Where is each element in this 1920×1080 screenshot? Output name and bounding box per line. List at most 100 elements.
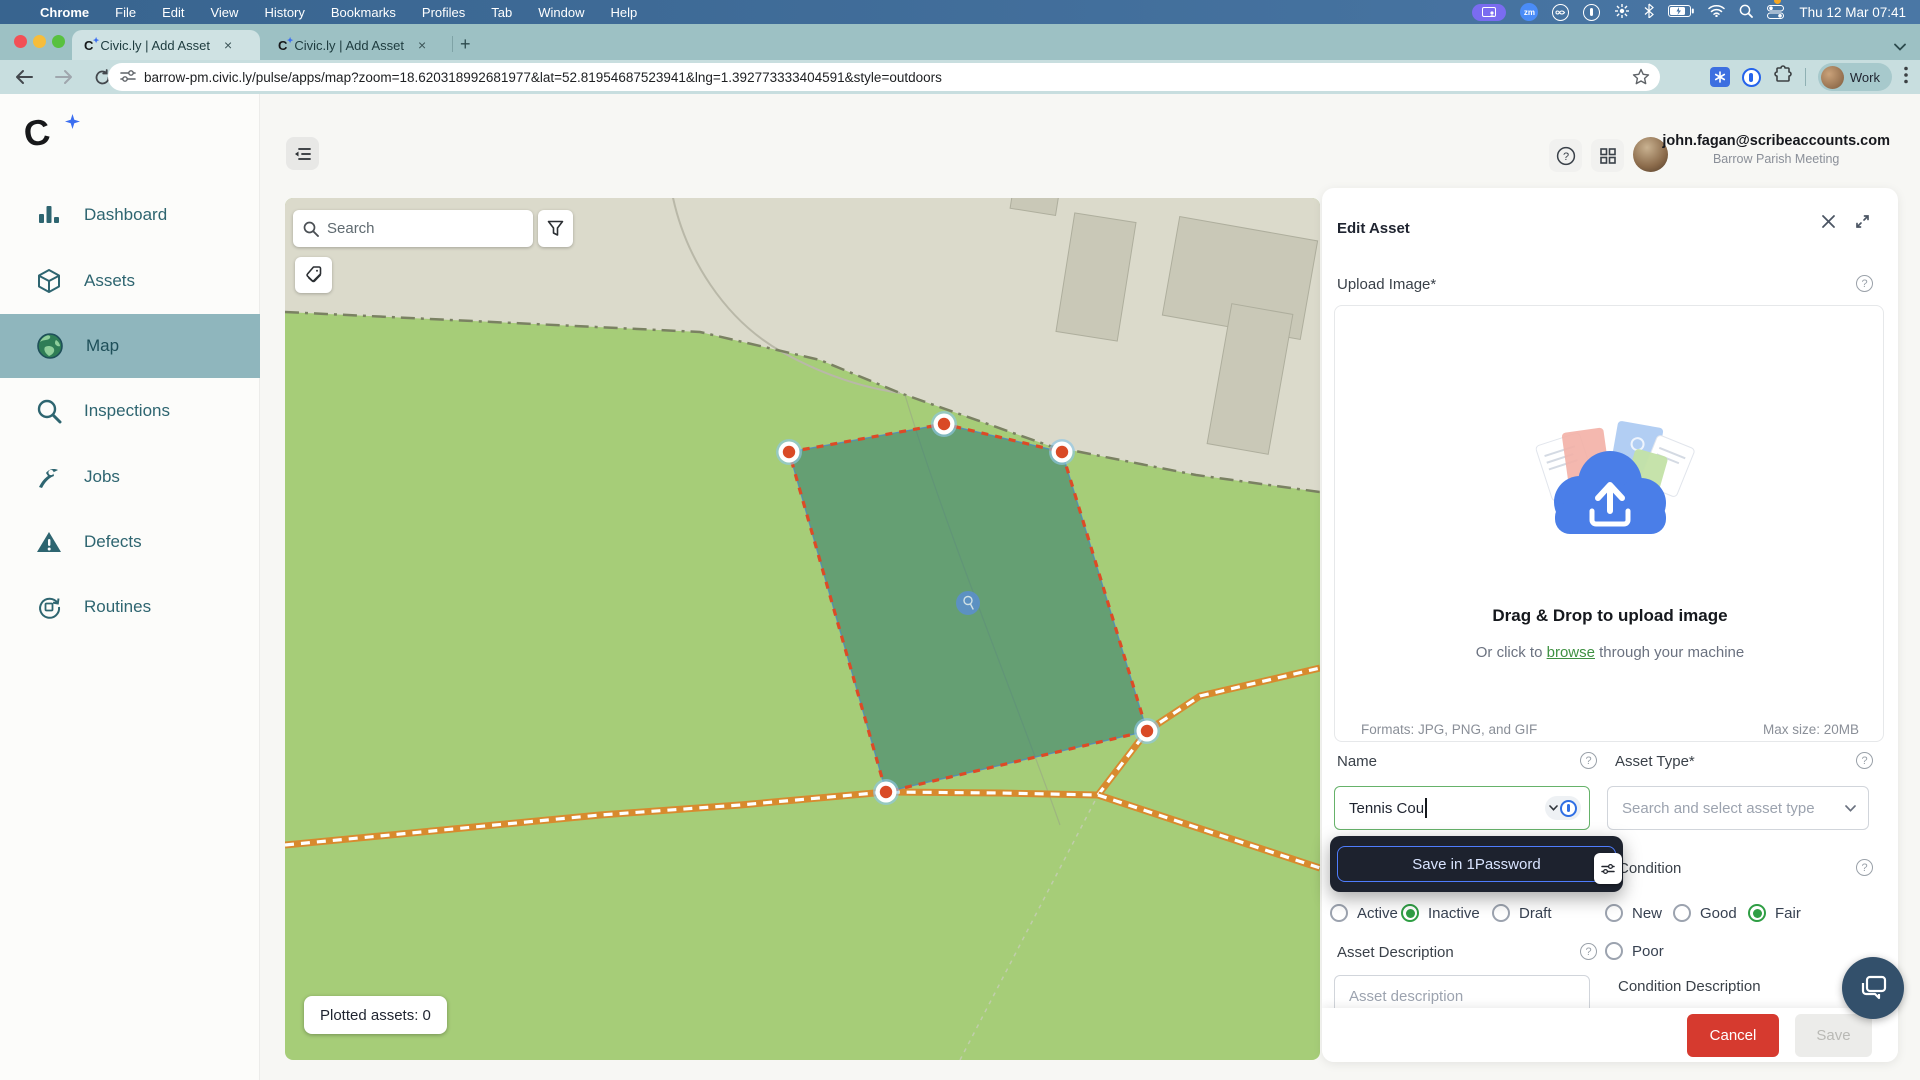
forward-button[interactable]: [54, 69, 74, 85]
name-input[interactable]: Tennis Cou: [1334, 786, 1590, 830]
map-filter-button[interactable]: [538, 210, 573, 247]
save-button[interactable]: Save: [1795, 1014, 1872, 1057]
radio-circle[interactable]: [1605, 904, 1623, 922]
acrobat-extension-icon[interactable]: [1709, 67, 1730, 87]
user-avatar[interactable]: [1633, 137, 1668, 172]
browser-tab-active[interactable]: C ✦ Civic.ly | Add Asset ×: [72, 30, 260, 60]
bluetooth-icon[interactable]: [1644, 3, 1655, 21]
radio-poor[interactable]: Poor: [1605, 939, 1664, 963]
sidebar-item-dashboard[interactable]: Dashboard: [0, 183, 260, 247]
condition-help-icon[interactable]: ?: [1856, 859, 1873, 876]
new-tab-button[interactable]: +: [460, 34, 471, 54]
magnifier-icon: [37, 399, 62, 424]
map-tags-button[interactable]: [295, 257, 332, 293]
radio-draft[interactable]: Draft: [1492, 901, 1552, 925]
menu-tab[interactable]: Tab: [491, 4, 513, 20]
map-search-input[interactable]: [327, 220, 507, 237]
sidebar-item-jobs[interactable]: Jobs: [0, 445, 260, 509]
keyboard-brightness-icon[interactable]: [1614, 3, 1630, 22]
radio-circle[interactable]: [1492, 904, 1510, 922]
menu-chrome[interactable]: Chrome: [40, 4, 90, 20]
browser-tab-inactive[interactable]: C ✦ Civic.ly | Add Asset ×: [266, 30, 446, 60]
reload-button[interactable]: [94, 68, 111, 86]
upload-max-size: Max size: 20MB: [1762, 722, 1859, 737]
onepassword-menubar-icon[interactable]: [1583, 3, 1601, 21]
menu-help[interactable]: Help: [610, 4, 638, 20]
menu-window[interactable]: Window: [538, 4, 585, 20]
back-button[interactable]: [14, 69, 34, 85]
upload-help-icon[interactable]: ?: [1856, 275, 1873, 292]
extensions-puzzle-icon[interactable]: [1773, 64, 1793, 90]
upload-cloud-illustration: [1535, 421, 1695, 534]
apps-grid-button[interactable]: [1591, 139, 1624, 172]
radio-active[interactable]: Active: [1330, 901, 1398, 925]
control-center-icon[interactable]: [1767, 0, 1785, 19]
radio-good[interactable]: Good: [1673, 901, 1737, 925]
menu-profiles[interactable]: Profiles: [421, 4, 466, 20]
support-chat-button[interactable]: [1842, 957, 1904, 1019]
screen-mirroring-icon[interactable]: [1472, 3, 1507, 21]
tab-close-icon[interactable]: ×: [223, 37, 233, 53]
text-cursor: [1425, 798, 1427, 818]
battery-icon[interactable]: [1668, 4, 1695, 20]
asset-description-help-icon[interactable]: ?: [1580, 943, 1597, 960]
window-minimize-button[interactable]: [33, 35, 46, 48]
menu-bookmarks[interactable]: Bookmarks: [330, 4, 396, 20]
sidebar-item-map[interactable]: Map: [0, 314, 260, 378]
save-in-1password-button[interactable]: Save in 1Password: [1337, 846, 1616, 882]
map-canvas[interactable]: Plotted assets: 0: [285, 198, 1320, 1060]
window-zoom-button[interactable]: [52, 35, 65, 48]
radio-new[interactable]: New: [1605, 901, 1662, 925]
asset-type-select[interactable]: Search and select asset type: [1607, 786, 1869, 830]
tab-search-chevron-icon[interactable]: [1894, 38, 1906, 56]
sidebar-item-routines[interactable]: Routines: [0, 575, 260, 639]
map-art: [285, 198, 1320, 1060]
radio-inactive[interactable]: Inactive: [1401, 901, 1480, 925]
radio-fair[interactable]: Fair: [1748, 901, 1801, 925]
onepassword-extension-icon[interactable]: [1741, 67, 1761, 87]
sidebar-item-inspections[interactable]: Inspections: [0, 379, 260, 443]
spotlight-search-icon[interactable]: [1739, 4, 1754, 21]
name-help-icon[interactable]: ?: [1580, 752, 1597, 769]
expand-icon[interactable]: [1855, 214, 1870, 234]
radio-circle[interactable]: [1673, 904, 1691, 922]
upload-dropzone[interactable]: Drag & Drop to upload image Or click to …: [1334, 305, 1884, 742]
browser-toolbar: barrow-pm.civic.ly/pulse/apps/map?zoom=1…: [0, 60, 1920, 94]
close-icon[interactable]: [1821, 214, 1836, 234]
kebab-menu-icon[interactable]: [1904, 66, 1908, 89]
radio-circle-selected[interactable]: [1748, 904, 1766, 922]
radio-circle[interactable]: [1330, 904, 1348, 922]
radio-circle-selected[interactable]: [1401, 904, 1419, 922]
bookmark-star-icon[interactable]: [1632, 68, 1650, 89]
menubar-clock[interactable]: Thu 12 Mar 07:41: [1799, 4, 1906, 20]
tab-close-icon[interactable]: ×: [417, 37, 427, 53]
address-bar[interactable]: barrow-pm.civic.ly/pulse/apps/map?zoom=1…: [108, 63, 1660, 91]
browse-link[interactable]: browse: [1546, 644, 1595, 661]
asset-type-help-icon[interactable]: ?: [1856, 752, 1873, 769]
help-button[interactable]: ?: [1549, 139, 1582, 172]
sidebar-item-defects[interactable]: Defects: [0, 510, 260, 574]
select-caret-icon: [1845, 804, 1856, 812]
wifi-icon[interactable]: [1708, 4, 1726, 20]
sidebar-collapse-button[interactable]: [286, 137, 319, 170]
zoom-app-icon[interactable]: zm: [1520, 3, 1539, 21]
sidebar-item-assets[interactable]: Assets: [0, 249, 260, 313]
tab-title: Civic.ly | Add Asset: [100, 37, 210, 53]
edit-asset-panel: Edit Asset Upload Image* ?: [1322, 188, 1898, 1062]
menu-edit[interactable]: Edit: [162, 4, 185, 20]
menu-file[interactable]: File: [115, 4, 137, 20]
menu-history[interactable]: History: [264, 4, 305, 20]
profile-chip[interactable]: Work: [1817, 63, 1892, 91]
site-settings-icon[interactable]: [120, 69, 136, 86]
asset-center-marker[interactable]: [956, 591, 980, 615]
user-organisation: Barrow Parish Meeting: [1712, 152, 1840, 166]
radio-circle[interactable]: [1605, 942, 1623, 960]
cancel-button[interactable]: Cancel: [1687, 1014, 1779, 1057]
radio-label: Good: [1700, 904, 1737, 922]
onepassword-settings-button[interactable]: [1594, 853, 1622, 884]
menu-view[interactable]: View: [210, 4, 239, 20]
polygon-vertices[interactable]: [776, 411, 1160, 805]
adobe-cc-icon[interactable]: [1552, 3, 1570, 21]
onepassword-inline-widget[interactable]: [1545, 796, 1581, 820]
window-close-button[interactable]: [14, 35, 27, 48]
